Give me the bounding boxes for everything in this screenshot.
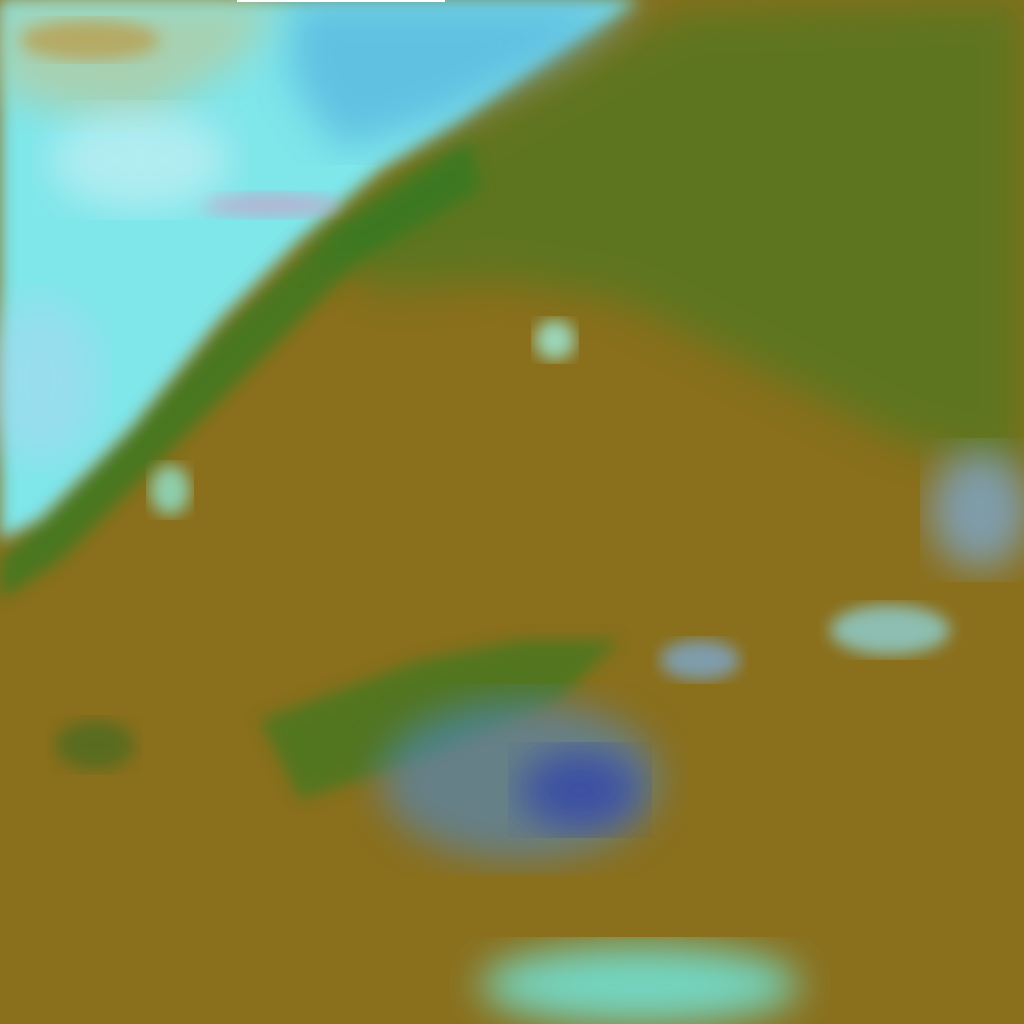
top-edge-line [237, 0, 445, 2]
ocean-cloud-northwest [0, 0, 640, 540]
